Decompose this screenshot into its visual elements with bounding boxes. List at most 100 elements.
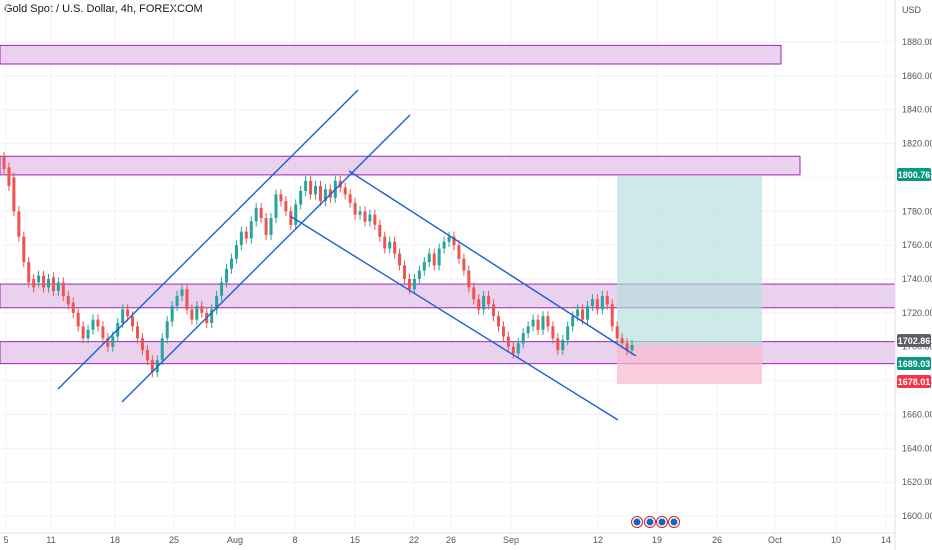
candle [378,224,382,237]
zone-1870 [0,44,782,65]
downtrend-lower [289,215,619,421]
candle [511,346,515,354]
candle [353,202,357,215]
target-zone [617,176,762,346]
price-axis[interactable]: 1880.001860.001840.001820.001800.001780.… [894,0,932,550]
time-tick-label: 10 [831,535,841,545]
candle [7,167,11,186]
candle [566,326,570,340]
candle [467,270,471,288]
candle [12,177,16,212]
candle [615,326,619,339]
price-badge-label-target: 1800.76 [898,170,931,180]
candle [462,258,466,271]
time-tick-label: 5 [3,535,8,545]
candle [447,236,451,242]
price-tick-label: 1600.00 [902,511,932,521]
candle [442,241,446,249]
candle [403,265,407,279]
long-position-tool[interactable] [617,176,762,384]
candle [180,289,184,296]
time-tick-label: 12 [593,535,603,545]
candle [531,319,535,327]
candle [51,277,55,291]
candle [140,338,144,351]
candle [427,253,431,263]
candle [487,295,491,305]
candle [605,295,609,305]
price-badges: 1800.76 1702.86 1689.03 1678.01 [897,168,931,388]
candle [536,319,540,330]
candle [165,321,169,339]
candle [269,218,273,235]
us-flag-icon-center [670,518,678,526]
candle [556,338,560,351]
candle [284,201,288,212]
candle [501,326,505,337]
candle [348,194,352,203]
candle [195,306,199,320]
price-badge-label-current: 1702.86 [898,336,931,346]
candle [343,187,347,195]
candle [225,268,229,283]
candle [279,194,283,202]
candle [482,295,486,310]
candle [294,204,298,225]
candle [546,316,550,327]
price-tick-label: 1640.00 [902,443,932,453]
candle [37,275,41,283]
candle [585,306,589,320]
price-tick-label: 1780.00 [902,206,932,216]
candle [185,289,189,310]
candle [492,304,496,317]
candle [358,211,362,215]
candle [600,295,604,310]
us-flag-icon-center [658,518,666,526]
candle [363,211,367,222]
time-axis[interactable]: 5 11 18 25 Aug 8 15 22 26 Sep 12 19 26 Oct 10 14 [0,532,895,545]
candle [521,333,525,344]
time-tick-label: 25 [169,535,179,545]
candle [412,279,416,290]
candle [595,299,599,310]
time-tick-label: 26 [712,535,722,545]
candle [215,295,219,310]
candle [383,236,387,249]
candle [22,236,26,263]
candle [496,316,500,327]
candle [91,319,95,330]
candle [437,248,441,266]
candle [66,295,70,305]
candle [274,194,278,219]
time-tick-label: Aug [227,535,243,545]
trend-lines[interactable] [57,89,637,421]
candle [145,350,149,361]
candle [2,157,6,169]
candle [610,304,614,327]
candle [526,326,530,334]
candle [477,299,481,310]
candle [121,309,125,324]
time-tick-label: Oct [768,535,783,545]
candle [309,180,313,195]
candle [126,309,130,317]
candle [264,218,268,235]
price-tick-label: 1760.00 [902,240,932,250]
candle [96,319,100,327]
event-flags[interactable] [631,516,680,528]
downtrend-upper [348,170,637,357]
candle [17,211,21,237]
price-tick-label: 1880.00 [902,37,932,47]
candle [81,326,85,339]
candle [210,309,214,324]
candle [56,282,60,291]
candle [571,316,575,327]
time-tick-label: 8 [292,535,297,545]
candle [101,326,105,339]
candle [160,338,164,361]
candle [472,287,476,300]
price-tick-label: 1860.00 [902,71,932,81]
time-tick-label: 11 [46,535,55,545]
candle [561,339,565,351]
